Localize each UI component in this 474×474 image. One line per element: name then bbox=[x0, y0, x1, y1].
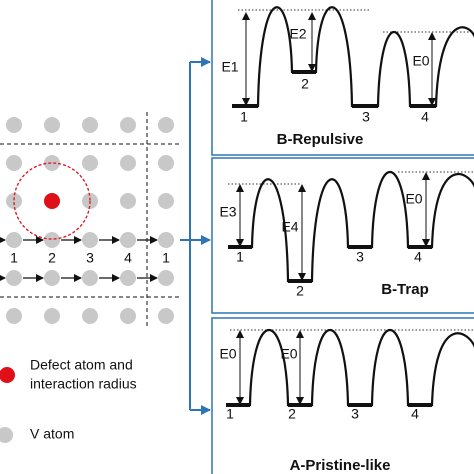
energy-curve bbox=[226, 328, 474, 407]
atom bbox=[82, 155, 98, 171]
defect-atom bbox=[44, 193, 60, 209]
panel-title: A-Pristine-like bbox=[290, 457, 391, 474]
connector bbox=[180, 57, 211, 415]
energy-label: E0 bbox=[405, 191, 422, 207]
atom bbox=[44, 117, 60, 133]
site-label: 2 bbox=[48, 250, 56, 266]
energy-curve bbox=[228, 170, 474, 283]
legend-atom-icon bbox=[0, 427, 13, 443]
energy-label: E4 bbox=[281, 219, 298, 235]
atom bbox=[6, 308, 22, 324]
atom bbox=[120, 308, 136, 324]
site-label: 3 bbox=[351, 406, 359, 422]
panels: 1 2 3 4 E1 E2 E0 B-Repulsive 1 2 3 4 E3 E4 E0 B-Trap 1 2 3… bbox=[219, 6, 474, 474]
atom bbox=[158, 308, 174, 324]
energy-label: E2 bbox=[289, 26, 306, 42]
atom bbox=[6, 193, 22, 209]
atom bbox=[44, 270, 60, 286]
atom bbox=[82, 308, 98, 324]
panel-title: B-Repulsive bbox=[277, 131, 364, 148]
atom bbox=[44, 308, 60, 324]
legend-text: interaction radius bbox=[30, 376, 137, 392]
site-label: 4 bbox=[411, 406, 419, 422]
atom bbox=[44, 155, 60, 171]
site-label: 1 bbox=[10, 250, 18, 266]
lattice: 1 2 3 4 1 bbox=[0, 112, 180, 328]
atom bbox=[158, 193, 174, 209]
energy-label: E1 bbox=[221, 59, 238, 75]
atom bbox=[82, 117, 98, 133]
atom bbox=[6, 270, 22, 286]
site-label: 2 bbox=[288, 406, 296, 422]
site-label: 3 bbox=[86, 250, 94, 266]
atom bbox=[82, 270, 98, 286]
atom bbox=[158, 270, 174, 286]
site-label: 4 bbox=[414, 249, 422, 265]
site-label: 2 bbox=[301, 76, 309, 92]
energy-label: E0 bbox=[219, 346, 236, 362]
atom bbox=[6, 117, 22, 133]
atom bbox=[158, 232, 174, 248]
site-label: 1 bbox=[226, 406, 234, 422]
energy-label: E3 bbox=[219, 204, 236, 220]
atom bbox=[44, 232, 60, 248]
site-label: 4 bbox=[124, 250, 132, 266]
atom bbox=[120, 232, 136, 248]
atom bbox=[6, 155, 22, 171]
site-label: 2 bbox=[296, 283, 304, 299]
site-label: 1 bbox=[240, 109, 248, 125]
atom bbox=[120, 193, 136, 209]
legend-text: Defect atom and bbox=[30, 357, 133, 373]
energy-curve bbox=[232, 6, 474, 108]
atom bbox=[120, 270, 136, 286]
legend-text: V atom bbox=[30, 426, 74, 442]
site-label: 3 bbox=[356, 249, 364, 265]
legend-defect-icon bbox=[0, 367, 15, 383]
atom bbox=[120, 117, 136, 133]
atom bbox=[120, 155, 136, 171]
interaction-radius bbox=[13, 162, 91, 240]
atom bbox=[158, 117, 174, 133]
panel-title: B-Trap bbox=[381, 281, 429, 298]
atom bbox=[158, 155, 174, 171]
site-label: 4 bbox=[421, 109, 429, 125]
energy-label: E0 bbox=[280, 346, 297, 362]
atom bbox=[82, 232, 98, 248]
site-label: 1 bbox=[162, 250, 170, 266]
atom bbox=[6, 232, 22, 248]
site-label: 3 bbox=[362, 109, 370, 125]
site-label: 1 bbox=[236, 249, 244, 265]
energy-label: E0 bbox=[412, 53, 429, 69]
panel-frames bbox=[211, 0, 474, 474]
